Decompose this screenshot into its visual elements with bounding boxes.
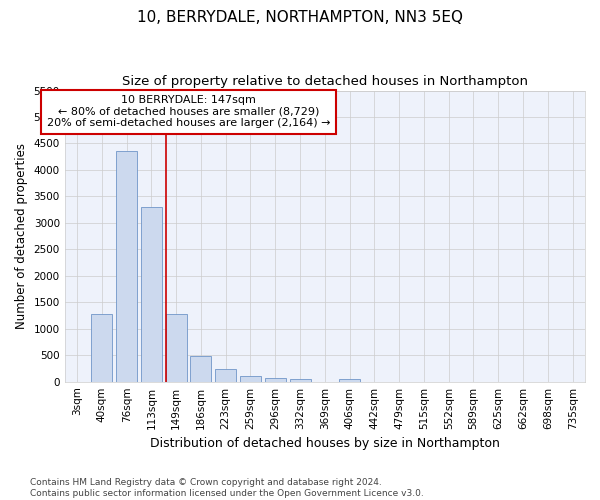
Bar [116,152,137,382]
Title: Size of property relative to detached houses in Northampton: Size of property relative to detached ho… [122,75,528,88]
Bar [290,378,311,382]
Bar [141,207,162,382]
Bar [240,376,261,382]
Text: 10 BERRYDALE: 147sqm
← 80% of detached houses are smaller (8,729)
20% of semi-de: 10 BERRYDALE: 147sqm ← 80% of detached h… [47,95,331,128]
Text: 10, BERRYDALE, NORTHAMPTON, NN3 5EQ: 10, BERRYDALE, NORTHAMPTON, NN3 5EQ [137,10,463,25]
X-axis label: Distribution of detached houses by size in Northampton: Distribution of detached houses by size … [150,437,500,450]
Bar [166,314,187,382]
Bar [190,356,211,382]
Bar [215,369,236,382]
Bar [339,379,360,382]
Y-axis label: Number of detached properties: Number of detached properties [15,143,28,329]
Bar [91,314,112,382]
Text: Contains HM Land Registry data © Crown copyright and database right 2024.
Contai: Contains HM Land Registry data © Crown c… [30,478,424,498]
Bar [265,378,286,382]
